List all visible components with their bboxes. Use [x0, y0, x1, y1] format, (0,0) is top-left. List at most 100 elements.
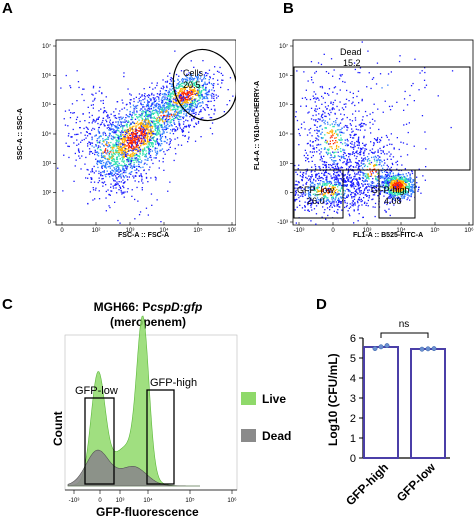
- density-dot: [332, 91, 334, 93]
- density-dot: [110, 186, 112, 188]
- density-dot: [328, 148, 330, 150]
- density-dot: [187, 85, 189, 87]
- density-dot: [122, 151, 124, 153]
- density-dot: [153, 104, 156, 106]
- density-dot: [347, 195, 350, 197]
- density-dot: [335, 196, 337, 198]
- density-dot: [359, 191, 361, 193]
- density-dot: [162, 132, 164, 134]
- density-dot: [368, 163, 370, 165]
- density-dot: [313, 183, 316, 186]
- density-dot: [104, 139, 106, 141]
- density-dot: [85, 126, 87, 128]
- density-dot: [86, 135, 89, 137]
- density-dot: [212, 84, 214, 86]
- density-dot: [186, 86, 188, 88]
- density-dot: [78, 86, 80, 89]
- density-dot: [91, 168, 93, 170]
- density-dot: [161, 135, 164, 138]
- density-dot: [317, 97, 319, 99]
- density-dot: [154, 151, 157, 153]
- density-dot: [192, 93, 194, 95]
- density-dot: [194, 90, 196, 92]
- density-dot: [90, 178, 93, 180]
- density-dot: [210, 117, 213, 119]
- density-dot: [186, 91, 189, 93]
- density-dot: [98, 141, 100, 143]
- density-dot: [191, 90, 193, 92]
- density-dot: [310, 61, 313, 63]
- density-dot: [203, 78, 205, 80]
- density-dot: [184, 97, 186, 99]
- density-dot: [159, 138, 162, 140]
- density-dot: [217, 83, 219, 85]
- density-dot: [315, 70, 317, 73]
- density-dot: [179, 81, 181, 83]
- density-dot: [184, 86, 186, 88]
- density-dot: [171, 88, 174, 90]
- density-dot: [184, 135, 186, 137]
- density-dot: [127, 121, 129, 123]
- density-dot: [159, 118, 161, 120]
- density-dot: [164, 118, 166, 121]
- density-dot: [148, 153, 150, 155]
- density-dot: [213, 93, 215, 95]
- density-dot: [206, 94, 208, 96]
- density-dot: [377, 185, 379, 187]
- density-dot: [142, 166, 144, 168]
- density-dot: [154, 127, 156, 129]
- density-dot: [75, 133, 78, 136]
- density-dot: [164, 126, 166, 128]
- density-dot: [140, 102, 142, 104]
- density-dot: [101, 167, 103, 169]
- density-dot: [321, 216, 323, 218]
- density-dot: [144, 137, 147, 139]
- density-dot: [150, 159, 153, 161]
- density-dot: [129, 158, 131, 160]
- density-dot: [365, 148, 368, 150]
- density-dot: [400, 155, 402, 158]
- density-dot: [178, 87, 180, 89]
- density-dot: [327, 197, 329, 199]
- density-dot: [64, 110, 67, 112]
- density-dot: [346, 202, 348, 204]
- density-dot: [315, 205, 318, 207]
- density-dot: [380, 165, 383, 167]
- density-dot: [137, 200, 139, 202]
- density-dot: [337, 199, 340, 201]
- density-dot: [327, 172, 329, 175]
- density-dot: [399, 201, 401, 203]
- density-dot: [150, 143, 153, 145]
- density-dot: [188, 91, 190, 93]
- density-dot: [388, 177, 390, 179]
- density-dot: [394, 199, 396, 202]
- density-dot: [166, 119, 168, 121]
- y-tick-label: 10⁴: [42, 131, 52, 138]
- density-dot: [96, 118, 98, 120]
- density-dot: [193, 118, 195, 120]
- density-dot: [337, 162, 339, 165]
- density-dot: [364, 201, 366, 203]
- density-dot: [317, 201, 319, 203]
- density-dot: [408, 187, 410, 189]
- density-dot: [189, 104, 191, 107]
- density-dot: [345, 184, 348, 186]
- density-dot: [124, 155, 127, 157]
- density-dot: [138, 163, 140, 165]
- density-dot: [319, 200, 321, 202]
- density-dot: [136, 136, 138, 138]
- density-dot: [295, 111, 297, 113]
- density-dot: [91, 136, 93, 138]
- density-dot: [165, 118, 167, 120]
- density-dot: [175, 100, 177, 102]
- density-dot: [362, 177, 365, 179]
- density-dot: [390, 158, 392, 160]
- density-dot: [321, 190, 323, 193]
- density-dot: [192, 109, 194, 111]
- density-dot: [374, 192, 376, 194]
- density-dot: [348, 156, 350, 158]
- density-dot: [187, 99, 189, 101]
- density-dot: [402, 190, 405, 192]
- density-dot: [325, 218, 327, 220]
- density-dot: [375, 190, 378, 192]
